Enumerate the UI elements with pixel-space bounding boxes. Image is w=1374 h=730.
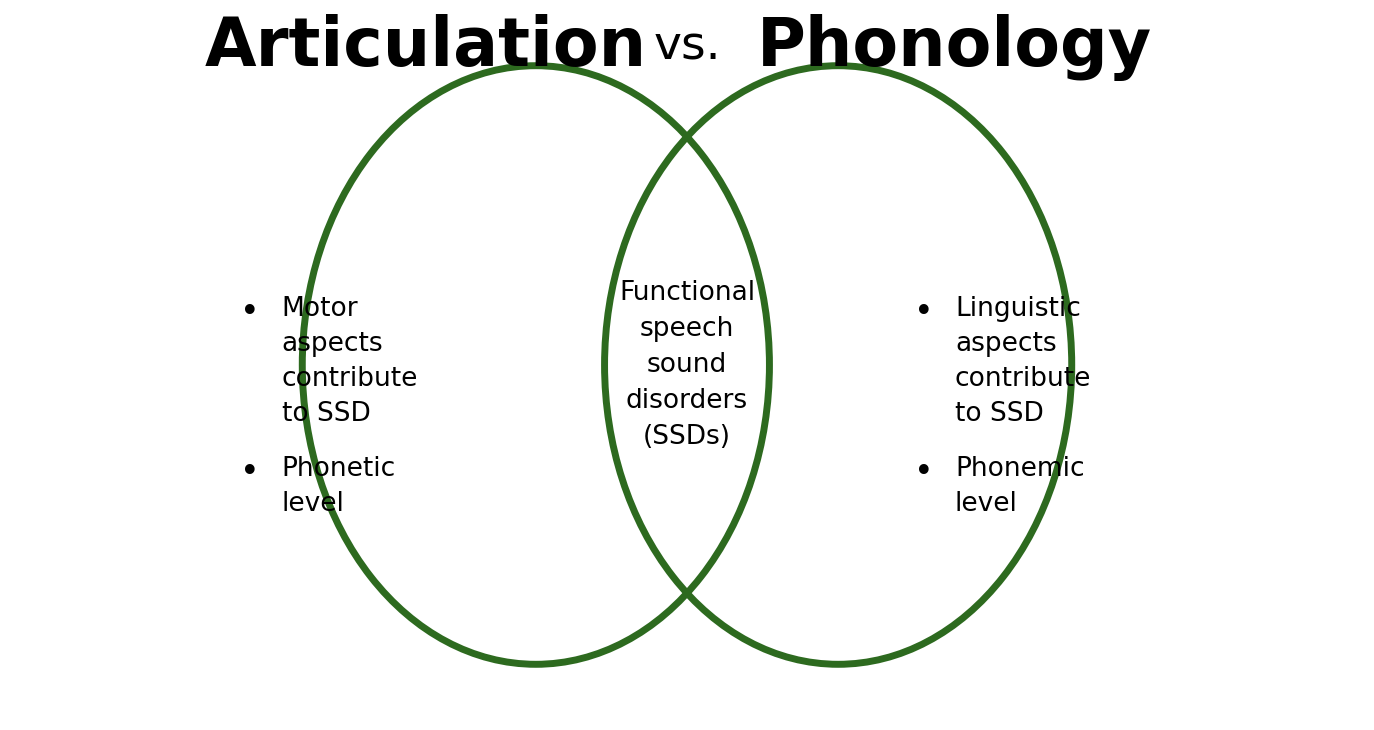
Text: Linguistic
aspects
contribute
to SSD: Linguistic aspects contribute to SSD xyxy=(955,296,1091,426)
Ellipse shape xyxy=(302,66,769,664)
Text: Articulation: Articulation xyxy=(205,15,647,80)
Text: Phonetic
level: Phonetic level xyxy=(282,456,396,518)
Text: vs.: vs. xyxy=(653,25,721,70)
Text: •: • xyxy=(914,296,933,328)
Text: Phonemic
level: Phonemic level xyxy=(955,456,1084,518)
Text: •: • xyxy=(240,456,260,489)
Ellipse shape xyxy=(605,66,1072,664)
Text: Motor
aspects
contribute
to SSD: Motor aspects contribute to SSD xyxy=(282,296,418,426)
Text: •: • xyxy=(914,456,933,489)
Text: Phonology: Phonology xyxy=(757,14,1153,81)
Text: •: • xyxy=(240,296,260,328)
Text: Functional
speech
sound
disorders
(SSDs): Functional speech sound disorders (SSDs) xyxy=(618,280,756,450)
